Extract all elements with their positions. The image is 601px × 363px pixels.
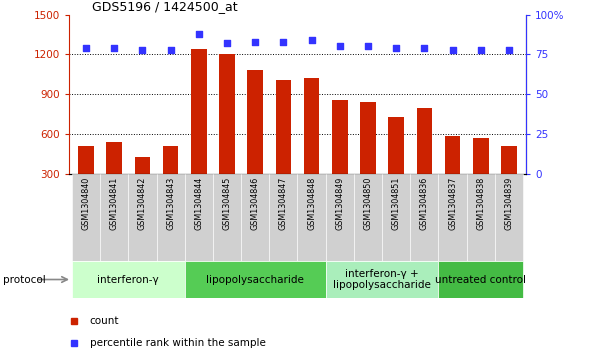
Text: GSM1304847: GSM1304847 [279, 177, 288, 230]
Point [222, 40, 232, 46]
Bar [72, 261, 185, 298]
Point [504, 47, 514, 53]
Text: GSM1304838: GSM1304838 [476, 177, 485, 230]
Point [335, 44, 344, 49]
Point [109, 45, 119, 51]
Bar [382, 174, 410, 261]
Text: GSM1304837: GSM1304837 [448, 177, 457, 230]
Point [194, 31, 204, 37]
Bar [439, 174, 466, 261]
Bar [241, 174, 269, 261]
Text: GSM1304843: GSM1304843 [166, 177, 175, 230]
Text: GSM1304845: GSM1304845 [222, 177, 231, 230]
Bar [326, 174, 354, 261]
Bar [304, 78, 319, 214]
Bar [466, 174, 495, 261]
Point [279, 39, 288, 45]
Bar [501, 146, 517, 214]
Point [138, 47, 147, 53]
Bar [100, 174, 129, 261]
Text: GSM1304844: GSM1304844 [194, 177, 203, 230]
Bar [354, 174, 382, 261]
Bar [129, 174, 156, 261]
Text: count: count [90, 315, 119, 326]
Bar [445, 136, 460, 214]
Text: GSM1304851: GSM1304851 [392, 177, 401, 230]
Bar [219, 54, 235, 214]
Point [307, 37, 316, 43]
Text: GSM1304839: GSM1304839 [504, 177, 513, 230]
Text: interferon-γ: interferon-γ [97, 274, 159, 285]
Bar [185, 261, 326, 298]
Text: interferon-γ +
lipopolysaccharide: interferon-γ + lipopolysaccharide [333, 269, 431, 290]
Bar [297, 174, 326, 261]
Text: GSM1304841: GSM1304841 [110, 177, 119, 230]
Text: GSM1304836: GSM1304836 [420, 177, 429, 230]
Text: GSM1304848: GSM1304848 [307, 177, 316, 230]
Bar [410, 174, 439, 261]
Point [166, 47, 175, 53]
Text: GSM1304850: GSM1304850 [364, 177, 373, 230]
Bar [163, 146, 178, 214]
Bar [332, 100, 347, 214]
Text: percentile rank within the sample: percentile rank within the sample [90, 338, 266, 348]
Bar [388, 117, 404, 214]
Text: GSM1304840: GSM1304840 [82, 177, 91, 230]
Text: GSM1304849: GSM1304849 [335, 177, 344, 230]
Bar [185, 174, 213, 261]
Bar [78, 146, 94, 214]
Text: GSM1304842: GSM1304842 [138, 177, 147, 230]
Text: GDS5196 / 1424500_at: GDS5196 / 1424500_at [92, 0, 237, 13]
Bar [276, 80, 291, 214]
Text: GSM1304846: GSM1304846 [251, 177, 260, 230]
Bar [156, 174, 185, 261]
Bar [473, 138, 489, 214]
Text: protocol: protocol [3, 274, 46, 285]
Text: untreated control: untreated control [435, 274, 526, 285]
Bar [439, 261, 523, 298]
Bar [213, 174, 241, 261]
Bar [360, 102, 376, 214]
Point [391, 45, 401, 51]
Bar [326, 261, 439, 298]
Point [251, 39, 260, 45]
Point [363, 44, 373, 49]
Point [476, 47, 486, 53]
Bar [416, 108, 432, 214]
Bar [72, 174, 100, 261]
Bar [269, 174, 297, 261]
Bar [248, 70, 263, 214]
Point [81, 45, 91, 51]
Point [419, 45, 429, 51]
Bar [135, 157, 150, 214]
Point [448, 47, 457, 53]
Text: lipopolysaccharide: lipopolysaccharide [206, 274, 304, 285]
Bar [191, 49, 207, 214]
Bar [495, 174, 523, 261]
Bar [106, 142, 122, 214]
